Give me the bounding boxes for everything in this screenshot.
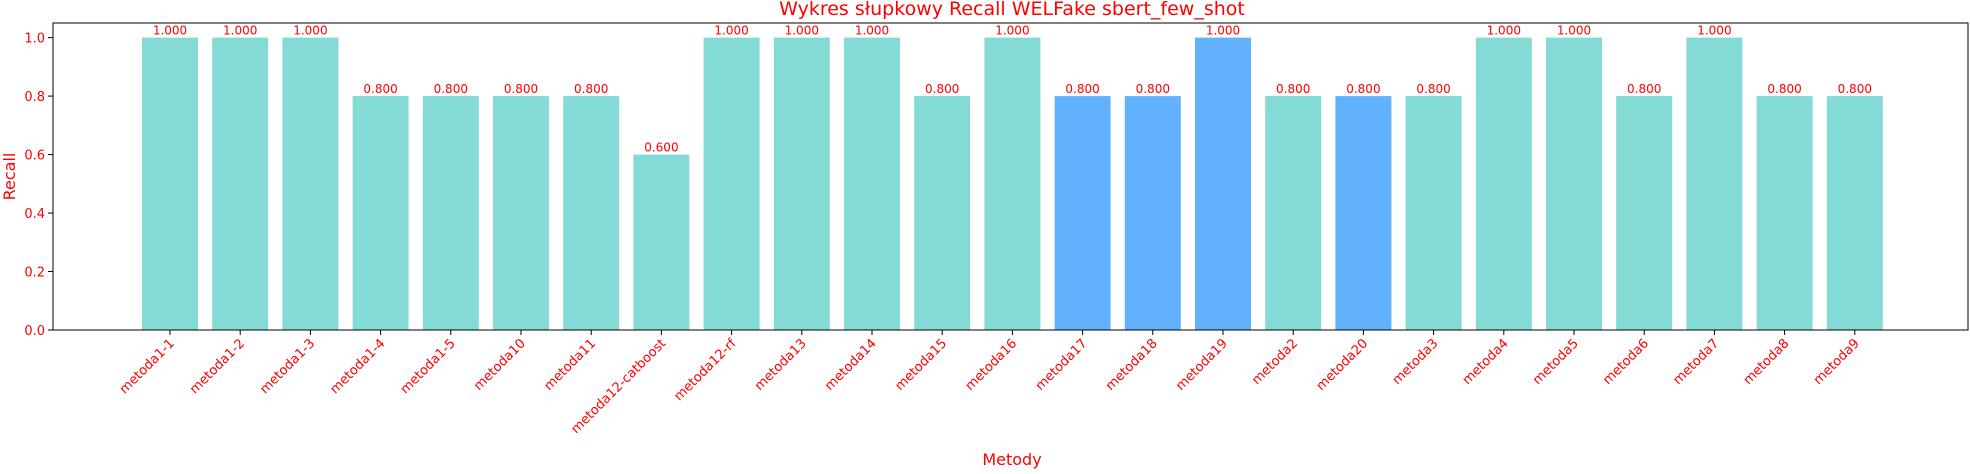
x-tick-label: metoda9 [1811,336,1863,388]
bar-metoda9 [1826,96,1883,330]
value-labels-group: 1.000 1.000 1.000 0.800 0.800 0.800 0.800 0.600… [153,24,1872,155]
bar-metoda1-1 [142,37,198,330]
bar-value-label: 0.800 [1838,82,1872,96]
bar-value-label: 1.000 [785,24,819,38]
x-tick-label: metoda1-2 [187,336,248,397]
bar-metoda3 [1405,96,1462,330]
bar-metoda4 [1475,37,1532,330]
bar-value-label: 1.000 [714,24,748,38]
bar-metoda6 [1616,96,1673,330]
x-tick-label: metoda20 [1314,336,1372,394]
bar-value-label: 1.000 [1487,24,1521,38]
bar-value-label: 0.600 [644,141,678,155]
bar-metoda11 [563,96,620,330]
y-tick-label: 0.6 [24,149,45,164]
bar-metoda7 [1686,37,1743,330]
bar-metoda1-4 [352,96,409,330]
plot-frame [52,22,1969,331]
x-tick-label: metoda16 [963,336,1021,394]
bar-value-label: 0.800 [1416,82,1450,96]
bar-metoda1-2 [212,37,269,330]
bar-metoda14 [844,37,900,330]
bar-value-label: 0.800 [1276,82,1310,96]
x-tick-label: metoda11 [541,336,599,394]
bar-metoda19 [1195,37,1251,330]
bar-value-label: 1.000 [153,24,187,38]
bar-value-label: 1.000 [1557,24,1591,38]
bar-value-label: 1.000 [855,24,889,38]
bar-value-label: 0.800 [1346,82,1380,96]
y-tick-label: 0.0 [24,324,45,339]
bar-value-label: 0.800 [1065,82,1099,96]
x-tick-label: metoda8 [1741,336,1793,388]
bar-metoda13 [773,37,830,330]
y-tick-label: 0.4 [24,207,45,222]
x-tick-label: metoda19 [1173,336,1231,394]
bar-value-label: 0.800 [1767,82,1801,96]
y-axis-label: Recall [0,153,19,201]
bar-value-label: 0.800 [1627,82,1661,96]
bar-metoda17 [1054,96,1111,330]
y-tick-label: 1.0 [24,32,45,47]
bar-value-label: 1.000 [1206,24,1240,38]
bar-value-label: 0.800 [363,82,397,96]
bar-value-label: 1.000 [995,24,1029,38]
bar-metoda5 [1546,37,1602,330]
x-tick-label: metoda1-5 [398,336,459,397]
bar-metoda1-5 [422,96,479,330]
bar-value-label: 0.800 [925,82,959,96]
x-tick-label: metoda18 [1103,336,1161,394]
x-axis-label: Metody [982,450,1041,469]
bar-metoda8 [1756,96,1813,330]
bar-value-label: 1.000 [223,24,257,38]
x-axis: metoda1-1 metoda1-2 metoda1-3 metoda1-4 meto… [117,330,1863,437]
x-tick-label: metoda2 [1249,336,1301,388]
y-tick-label: 0.2 [24,266,45,281]
bar-metoda10 [493,96,549,330]
bar-value-label: 0.800 [434,82,468,96]
bar-metoda15 [914,96,971,330]
bar-metoda2 [1265,96,1322,330]
bar-value-label: 1.000 [293,24,327,38]
bar-metoda18 [1124,96,1181,330]
x-tick-label: metoda1-3 [257,336,318,397]
chart-title: Wykres słupkowy Recall WELFake sbert_few… [779,0,1245,20]
x-tick-label: metoda7 [1670,336,1722,388]
x-tick-label: metoda1-4 [327,336,388,397]
x-tick-label: metoda1-1 [117,336,178,397]
y-tick-label: 0.8 [24,90,45,105]
x-tick-label: metoda5 [1530,336,1582,388]
x-tick-label: metoda17 [1033,336,1091,394]
bar-metoda1-3 [282,37,339,330]
bar-metoda12-rf [703,37,760,330]
x-tick-label: metoda12-rf [671,336,739,404]
bars-group [142,37,1883,330]
bar-metoda16 [984,37,1041,330]
x-tick-label: metoda13 [752,336,810,394]
x-tick-label: metoda10 [471,336,529,394]
x-tick-label: metoda15 [892,336,950,394]
y-axis: 0.0 0.2 0.4 0.6 0.8 1.0 [24,32,53,339]
bar-value-label: 0.800 [504,82,538,96]
x-tick-label: metoda4 [1460,336,1512,388]
x-tick-label: metoda6 [1600,336,1652,388]
x-tick-label: metoda14 [822,336,880,394]
bar-value-label: 0.800 [574,82,608,96]
bar-value-label: 1.000 [1697,24,1731,38]
bar-value-label: 0.800 [1136,82,1170,96]
bar-metoda20 [1335,96,1392,330]
x-tick-label: metoda3 [1390,336,1442,388]
bar-metoda12-catboost [633,154,690,330]
